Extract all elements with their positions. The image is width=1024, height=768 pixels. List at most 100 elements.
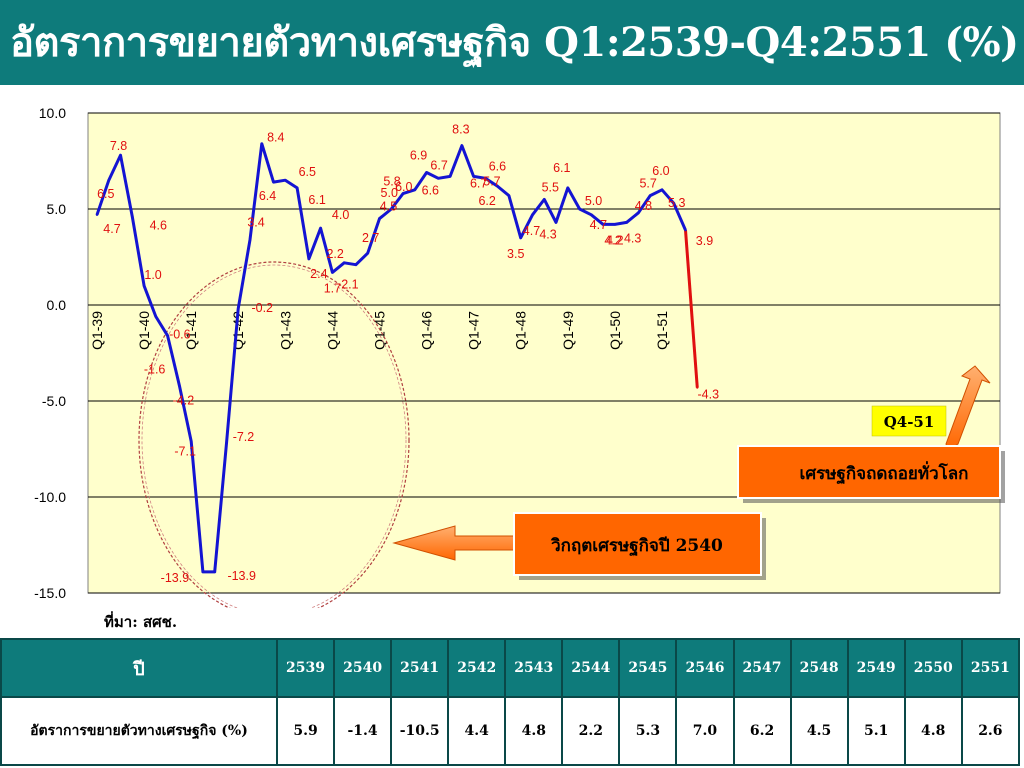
data-point [648, 194, 652, 197]
table-year-cell: 2547 [732, 638, 792, 698]
data-label: 4.0 [332, 208, 349, 222]
data-label: 5.0 [381, 186, 398, 200]
series-line-last-quarter [684, 230, 699, 388]
data-label: 8.4 [267, 131, 284, 145]
data-point [531, 213, 534, 216]
x-tick-label: Q1-41 [183, 311, 199, 350]
data-label: 1.7 [324, 281, 341, 295]
data-label: 6.2 [478, 194, 495, 208]
data-label: 7.8 [110, 139, 127, 153]
table-year-cell: 2541 [390, 638, 450, 698]
recession-callout-text: เศรษฐกิจถดถอยทั่วโลก [800, 461, 969, 485]
data-point [637, 211, 640, 215]
data-point [578, 207, 581, 211]
x-tick-label: Q1-49 [560, 311, 576, 350]
y-tick-label: -10.0 [34, 489, 66, 505]
data-label: -13.9 [227, 569, 256, 583]
x-tick-label: Q1-48 [513, 311, 529, 350]
data-label: -7.2 [233, 430, 255, 444]
data-label: 2.7 [362, 231, 379, 245]
data-point [437, 177, 440, 180]
data-label: 6.1 [553, 161, 570, 175]
data-label: 2.2 [326, 247, 343, 261]
data-point [213, 570, 216, 574]
data-point [660, 188, 664, 191]
table-value-cell: 4.4 [447, 696, 507, 766]
data-label: -4.3 [697, 388, 719, 402]
data-label: 4.7 [523, 224, 540, 238]
data-point [307, 257, 311, 261]
data-point [425, 171, 428, 174]
table-value-cell: -10.5 [390, 696, 450, 766]
table-year-cell: 2549 [846, 638, 906, 698]
data-label: 4.6 [150, 219, 167, 233]
data-label: 3.5 [507, 247, 524, 261]
data-point [543, 198, 546, 201]
x-tick-label: Q1-47 [466, 311, 482, 350]
table-value-row: อัตราการขยายตัวทางเศรษฐกิจ (%) 5.9 -1.4 -1… [0, 696, 1021, 766]
q4-51-badge [871, 405, 947, 437]
data-label: -0.6 [169, 328, 191, 342]
data-label: 6.5 [97, 187, 114, 201]
data-point [95, 213, 99, 216]
data-label: -4.2 [173, 394, 195, 408]
data-point [354, 263, 358, 266]
data-point [272, 180, 275, 184]
data-point [154, 315, 158, 318]
table-year-cell: 2543 [504, 638, 564, 698]
data-point [178, 384, 181, 387]
table-header-row: ปี 2539 2540 2541 2542 2543 2544 2545 2546 2547 2… [0, 638, 1021, 698]
data-label: 4.7 [590, 218, 607, 232]
data-point [566, 186, 569, 190]
table-year-cell: 2546 [675, 638, 735, 698]
table-row-label: อัตราการขยายตัวทางเศรษฐกิจ (%) [0, 696, 278, 766]
data-label: 6.0 [395, 180, 412, 194]
data-point [625, 221, 628, 224]
data-point [495, 184, 499, 188]
data-point [331, 271, 334, 274]
data-label: 6.1 [308, 193, 325, 207]
data-label: 4.2 [604, 233, 621, 247]
data-label: 4.3 [624, 231, 641, 245]
data-label: 8.3 [452, 123, 469, 137]
data-label: 6.6 [422, 183, 439, 197]
data-point [519, 236, 522, 239]
data-point [472, 175, 475, 178]
data-point [378, 217, 381, 220]
data-point [237, 307, 240, 311]
recession-callout-box [737, 445, 1001, 499]
data-point [601, 223, 605, 226]
data-label: 3.9 [696, 234, 713, 248]
x-tick-label: Q1-46 [419, 311, 435, 350]
data-label: 5.0 [585, 194, 602, 208]
data-point [225, 442, 228, 445]
data-label: 5.5 [542, 180, 559, 194]
data-label: 4.2 [606, 233, 623, 247]
data-point [413, 188, 416, 191]
data-point [260, 142, 263, 145]
data-point [366, 251, 369, 255]
table-year-cell: 2540 [333, 638, 393, 698]
crisis-ellipse [138, 261, 410, 608]
data-label: -7.1 [174, 444, 196, 458]
data-label: 5.8 [383, 175, 400, 189]
data-label: 6.7 [470, 176, 487, 190]
page-title: อัตราการขยายตัวทางเศรษฐกิจ Q1:2539-Q4:25… [10, 19, 1019, 66]
q4-51-badge-text: Q4-51 [884, 413, 935, 431]
x-tick-label: Q1-45 [371, 311, 387, 350]
data-point [448, 175, 452, 178]
data-label: 6.9 [410, 149, 427, 163]
table-value-cell: 4.8 [903, 696, 963, 766]
data-label: 4.3 [539, 227, 556, 241]
table-value-cell: 5.1 [846, 696, 906, 766]
table-value-cell: -1.4 [333, 696, 393, 766]
data-point [460, 144, 464, 147]
x-tick-label: Q1-50 [607, 311, 623, 350]
data-point [613, 223, 617, 226]
table-value-cell: 2.6 [960, 696, 1021, 766]
y-tick-label: -5.0 [42, 393, 66, 409]
x-tick-label: Q1-39 [89, 311, 105, 350]
table-value-cell: 5.9 [275, 696, 336, 766]
data-point [696, 386, 699, 389]
y-tick-label: 10.0 [39, 105, 66, 121]
